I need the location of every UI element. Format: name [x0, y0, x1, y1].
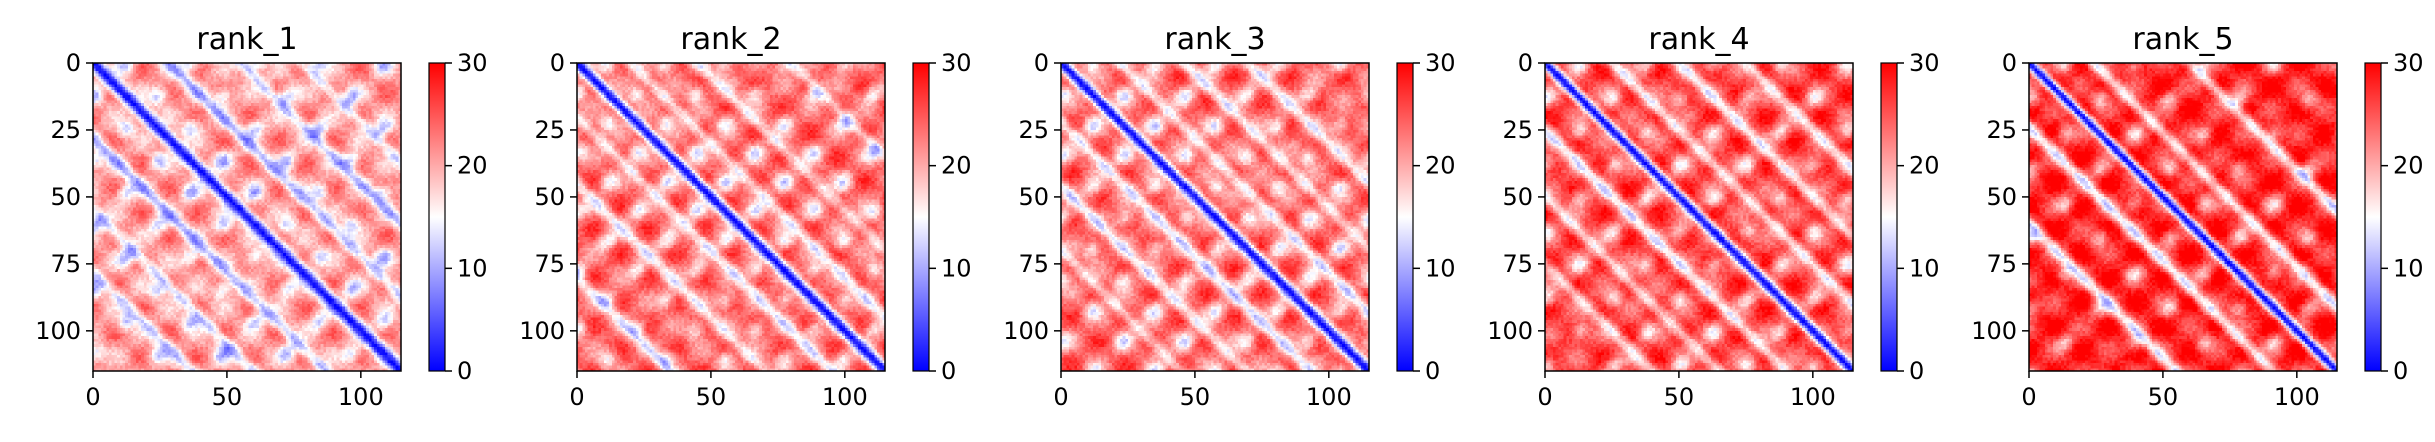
panel-title: rank_4 [1648, 22, 1749, 57]
colorbar-tick-label: 20 [457, 152, 488, 180]
panel-rank_1: rank_1 0 50 100 0 25 50 75 100 0 10 20 30 [35, 22, 487, 411]
y-tick-label: 50 [1018, 183, 1049, 211]
y-tick-label: 0 [1034, 49, 1049, 77]
panel-title: rank_2 [680, 22, 781, 57]
y-tick-label: 25 [1018, 116, 1049, 144]
x-tick-label: 0 [1537, 383, 1552, 411]
x-tick-label: 0 [2021, 383, 2036, 411]
panel-rank_5: rank_5 0 50 100 0 25 50 75 100 0 10 20 30 [1971, 22, 2423, 411]
colorbar-tick-label: 30 [941, 49, 972, 77]
y-tick-label: 100 [35, 317, 81, 345]
heatmap-frame [1060, 62, 1370, 372]
panel-title: rank_5 [2132, 22, 2233, 57]
heatmap-frame [1544, 62, 1854, 372]
colorbar-tick-label: 20 [2393, 152, 2424, 180]
y-tick-label: 25 [1986, 116, 2017, 144]
colorbar [912, 62, 930, 372]
y-tick-label: 100 [519, 317, 565, 345]
colorbar-tick-label: 30 [1425, 49, 1456, 77]
colorbar-tick-label: 10 [2393, 254, 2424, 282]
y-tick-label: 25 [534, 116, 565, 144]
panel-rank_4: rank_4 0 50 100 0 25 50 75 100 0 10 20 30 [1487, 22, 1939, 411]
x-tick-label: 50 [212, 383, 243, 411]
colorbar-tick-label: 10 [457, 254, 488, 282]
colorbar-tick-label: 0 [2393, 357, 2408, 385]
heatmap-frame [576, 62, 886, 372]
heatmap-image [1061, 63, 1369, 371]
heatmap-image [2029, 63, 2337, 371]
y-tick-label: 75 [1502, 250, 1533, 278]
x-tick-label: 0 [569, 383, 584, 411]
x-tick-label: 50 [1180, 383, 1211, 411]
heatmap-image [93, 63, 401, 371]
x-tick-label: 100 [2274, 383, 2320, 411]
colorbar-tick-label: 20 [1425, 152, 1456, 180]
x-tick-label: 50 [696, 383, 727, 411]
colorbar-tick-label: 0 [1425, 357, 1440, 385]
colorbar-tick-label: 30 [2393, 49, 2424, 77]
heatmap-frame [2028, 62, 2338, 372]
y-tick-label: 75 [534, 250, 565, 278]
x-tick-label: 100 [1306, 383, 1352, 411]
panel-rank_2: rank_2 0 50 100 0 25 50 75 100 0 10 20 30 [519, 22, 971, 411]
y-tick-label: 25 [1502, 116, 1533, 144]
x-tick-label: 0 [85, 383, 100, 411]
y-tick-label: 0 [1518, 49, 1533, 77]
heatmap-image [577, 63, 885, 371]
heatmap-image [1545, 63, 1853, 371]
y-tick-label: 0 [2002, 49, 2017, 77]
heatmap-frame [92, 62, 402, 372]
colorbar [2364, 62, 2382, 372]
y-tick-label: 0 [550, 49, 565, 77]
y-tick-label: 50 [1986, 183, 2017, 211]
panel-rank_3: rank_3 0 50 100 0 25 50 75 100 0 10 20 30 [1003, 22, 1455, 411]
colorbar-tick-label: 30 [1909, 49, 1940, 77]
x-tick-label: 100 [1790, 383, 1836, 411]
y-tick-label: 75 [1986, 250, 2017, 278]
y-tick-label: 75 [50, 250, 81, 278]
colorbar-tick-label: 0 [941, 357, 956, 385]
panel-title: rank_3 [1164, 22, 1265, 57]
colorbar [1396, 62, 1414, 372]
colorbar [428, 62, 446, 372]
y-tick-label: 50 [50, 183, 81, 211]
x-tick-label: 50 [1664, 383, 1695, 411]
y-tick-label: 100 [1487, 317, 1533, 345]
colorbar-tick-label: 10 [1909, 254, 1940, 282]
x-tick-label: 100 [822, 383, 868, 411]
y-tick-label: 0 [66, 49, 81, 77]
x-tick-label: 50 [2148, 383, 2179, 411]
colorbar-tick-label: 20 [941, 152, 972, 180]
colorbar-tick-label: 10 [941, 254, 972, 282]
y-tick-label: 50 [534, 183, 565, 211]
colorbar-tick-label: 0 [1909, 357, 1924, 385]
y-tick-label: 100 [1971, 317, 2017, 345]
y-tick-label: 25 [50, 116, 81, 144]
y-tick-label: 100 [1003, 317, 1049, 345]
x-tick-label: 0 [1053, 383, 1068, 411]
colorbar-tick-label: 10 [1425, 254, 1456, 282]
colorbar [1880, 62, 1898, 372]
colorbar-tick-label: 20 [1909, 152, 1940, 180]
x-tick-label: 100 [338, 383, 384, 411]
colorbar-tick-label: 0 [457, 357, 472, 385]
y-tick-label: 75 [1018, 250, 1049, 278]
y-tick-label: 50 [1502, 183, 1533, 211]
panel-title: rank_1 [196, 22, 297, 57]
colorbar-tick-label: 30 [457, 49, 488, 77]
